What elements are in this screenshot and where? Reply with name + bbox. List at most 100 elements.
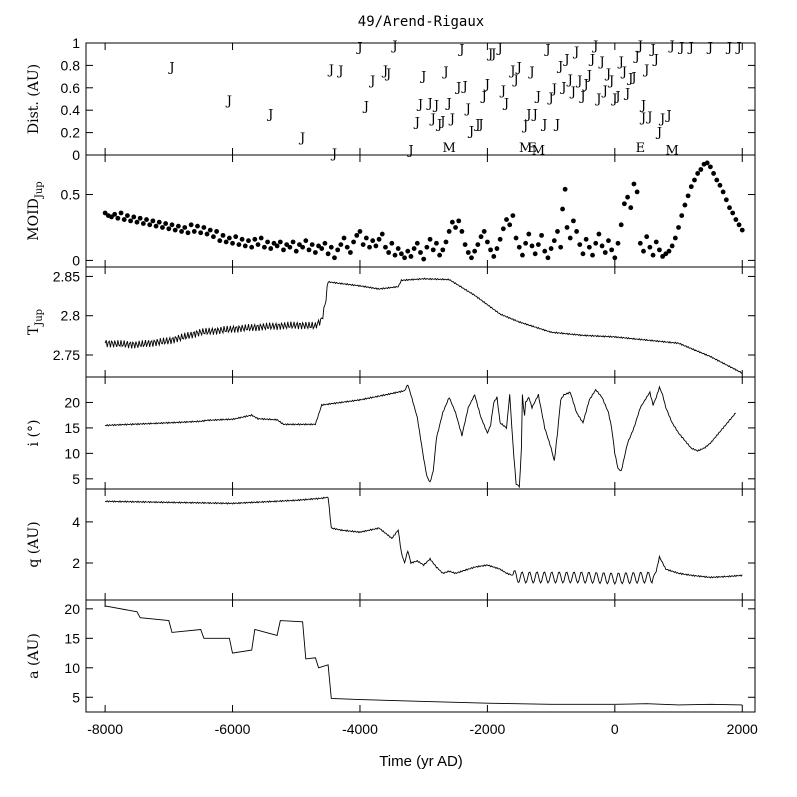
encounter-j: J bbox=[582, 77, 589, 92]
moid-point bbox=[663, 251, 669, 257]
moid-point bbox=[679, 213, 685, 219]
moid-point bbox=[277, 239, 283, 245]
moid-point bbox=[637, 240, 643, 246]
encounter-j: J bbox=[585, 68, 592, 83]
moid-point bbox=[147, 222, 153, 228]
moid-point bbox=[542, 248, 548, 254]
moid-point bbox=[634, 189, 640, 195]
moid-point bbox=[214, 229, 220, 234]
moid-point bbox=[621, 201, 627, 207]
moid-point bbox=[560, 206, 565, 212]
encounter-j: J bbox=[547, 91, 554, 106]
encounter-j: J bbox=[515, 61, 522, 76]
moid-point bbox=[332, 255, 337, 261]
moid-point bbox=[497, 236, 503, 242]
encounter-j: J bbox=[225, 94, 232, 109]
moid-point bbox=[574, 229, 579, 234]
encounter-j: J bbox=[390, 39, 397, 54]
encounter-j: J bbox=[298, 131, 305, 146]
moid-point bbox=[102, 210, 108, 216]
moid-point bbox=[472, 248, 478, 254]
moid-point bbox=[306, 247, 312, 253]
encounter-j: J bbox=[556, 59, 563, 74]
encounter-j: J bbox=[508, 64, 515, 79]
encounter-m: M bbox=[666, 143, 679, 158]
moid-point bbox=[131, 214, 137, 220]
moid-point bbox=[125, 213, 130, 219]
encounter-e: E bbox=[636, 141, 646, 156]
panel-frame bbox=[85, 266, 756, 378]
moid-point bbox=[293, 248, 299, 254]
moid-point bbox=[408, 254, 414, 259]
moid-point bbox=[118, 210, 124, 216]
encounter-j: J bbox=[419, 69, 426, 84]
encounter-j: J bbox=[429, 112, 436, 127]
encounter-j: J bbox=[384, 67, 391, 82]
encounter-j: J bbox=[448, 112, 455, 127]
encounter-j: J bbox=[725, 40, 732, 55]
moid-point bbox=[736, 222, 742, 228]
panel-frame bbox=[85, 488, 756, 601]
moid-point bbox=[217, 238, 223, 244]
encounter-j: J bbox=[413, 115, 420, 130]
moid-point bbox=[628, 205, 634, 211]
moid-point bbox=[351, 239, 356, 245]
encounter-j: J bbox=[610, 92, 617, 107]
encounter-j: J bbox=[534, 90, 541, 105]
moid-point bbox=[733, 217, 739, 222]
moid-point bbox=[233, 234, 239, 240]
encounter-j: J bbox=[524, 108, 531, 123]
y-tick-label: 5 bbox=[72, 471, 80, 487]
moid-point bbox=[545, 255, 551, 261]
moid-point bbox=[580, 251, 586, 257]
moid-point bbox=[625, 194, 630, 200]
moid-point bbox=[160, 225, 165, 230]
encounter-j: J bbox=[569, 85, 576, 100]
moid-point bbox=[647, 244, 653, 250]
y-tick-label: 10 bbox=[64, 445, 80, 461]
encounter-j: J bbox=[464, 102, 471, 117]
encounter-j: J bbox=[658, 112, 665, 127]
encounter-j: J bbox=[664, 109, 671, 124]
moid-point bbox=[398, 251, 404, 257]
moid-point bbox=[612, 255, 618, 261]
moid-point bbox=[172, 227, 178, 233]
moid-point bbox=[297, 242, 302, 248]
moid-point bbox=[309, 242, 315, 248]
encounter-j: J bbox=[432, 99, 439, 114]
moid-point bbox=[494, 246, 500, 251]
x-tick-label: -4000 bbox=[342, 721, 378, 737]
moid-point bbox=[434, 240, 439, 246]
moid-point bbox=[300, 244, 306, 250]
encounter-j: J bbox=[591, 39, 598, 54]
encounter-j: J bbox=[687, 40, 694, 55]
encounter-j: J bbox=[531, 108, 538, 123]
encounter-j: J bbox=[575, 74, 582, 89]
encounter-j: J bbox=[543, 43, 550, 58]
moid-point bbox=[711, 171, 716, 176]
moid-point bbox=[682, 202, 688, 208]
moid-point bbox=[532, 251, 538, 257]
encounter-j: J bbox=[438, 114, 445, 129]
moid-point bbox=[421, 256, 427, 262]
moid-point bbox=[236, 242, 242, 248]
encounter-j: J bbox=[473, 118, 480, 133]
moid-point bbox=[427, 236, 433, 242]
encounter-j: J bbox=[607, 74, 614, 89]
moid-point bbox=[507, 222, 513, 228]
encounter-j: J bbox=[553, 118, 560, 133]
moid-point bbox=[392, 252, 398, 258]
moid-point bbox=[548, 246, 554, 251]
moid-point bbox=[166, 226, 172, 232]
encounter-j: J bbox=[677, 40, 684, 55]
moid-point bbox=[274, 243, 280, 249]
encounter-j: J bbox=[502, 96, 509, 111]
encounter-j: J bbox=[368, 74, 375, 89]
moid-point bbox=[672, 235, 678, 241]
moid-point bbox=[478, 234, 484, 240]
panel-moid: 0 0.5 MOIDJup bbox=[26, 154, 756, 268]
encounter-j: J bbox=[617, 55, 624, 70]
moid-point bbox=[363, 235, 369, 241]
encounter-j: J bbox=[566, 73, 573, 88]
moid-point bbox=[485, 239, 490, 245]
